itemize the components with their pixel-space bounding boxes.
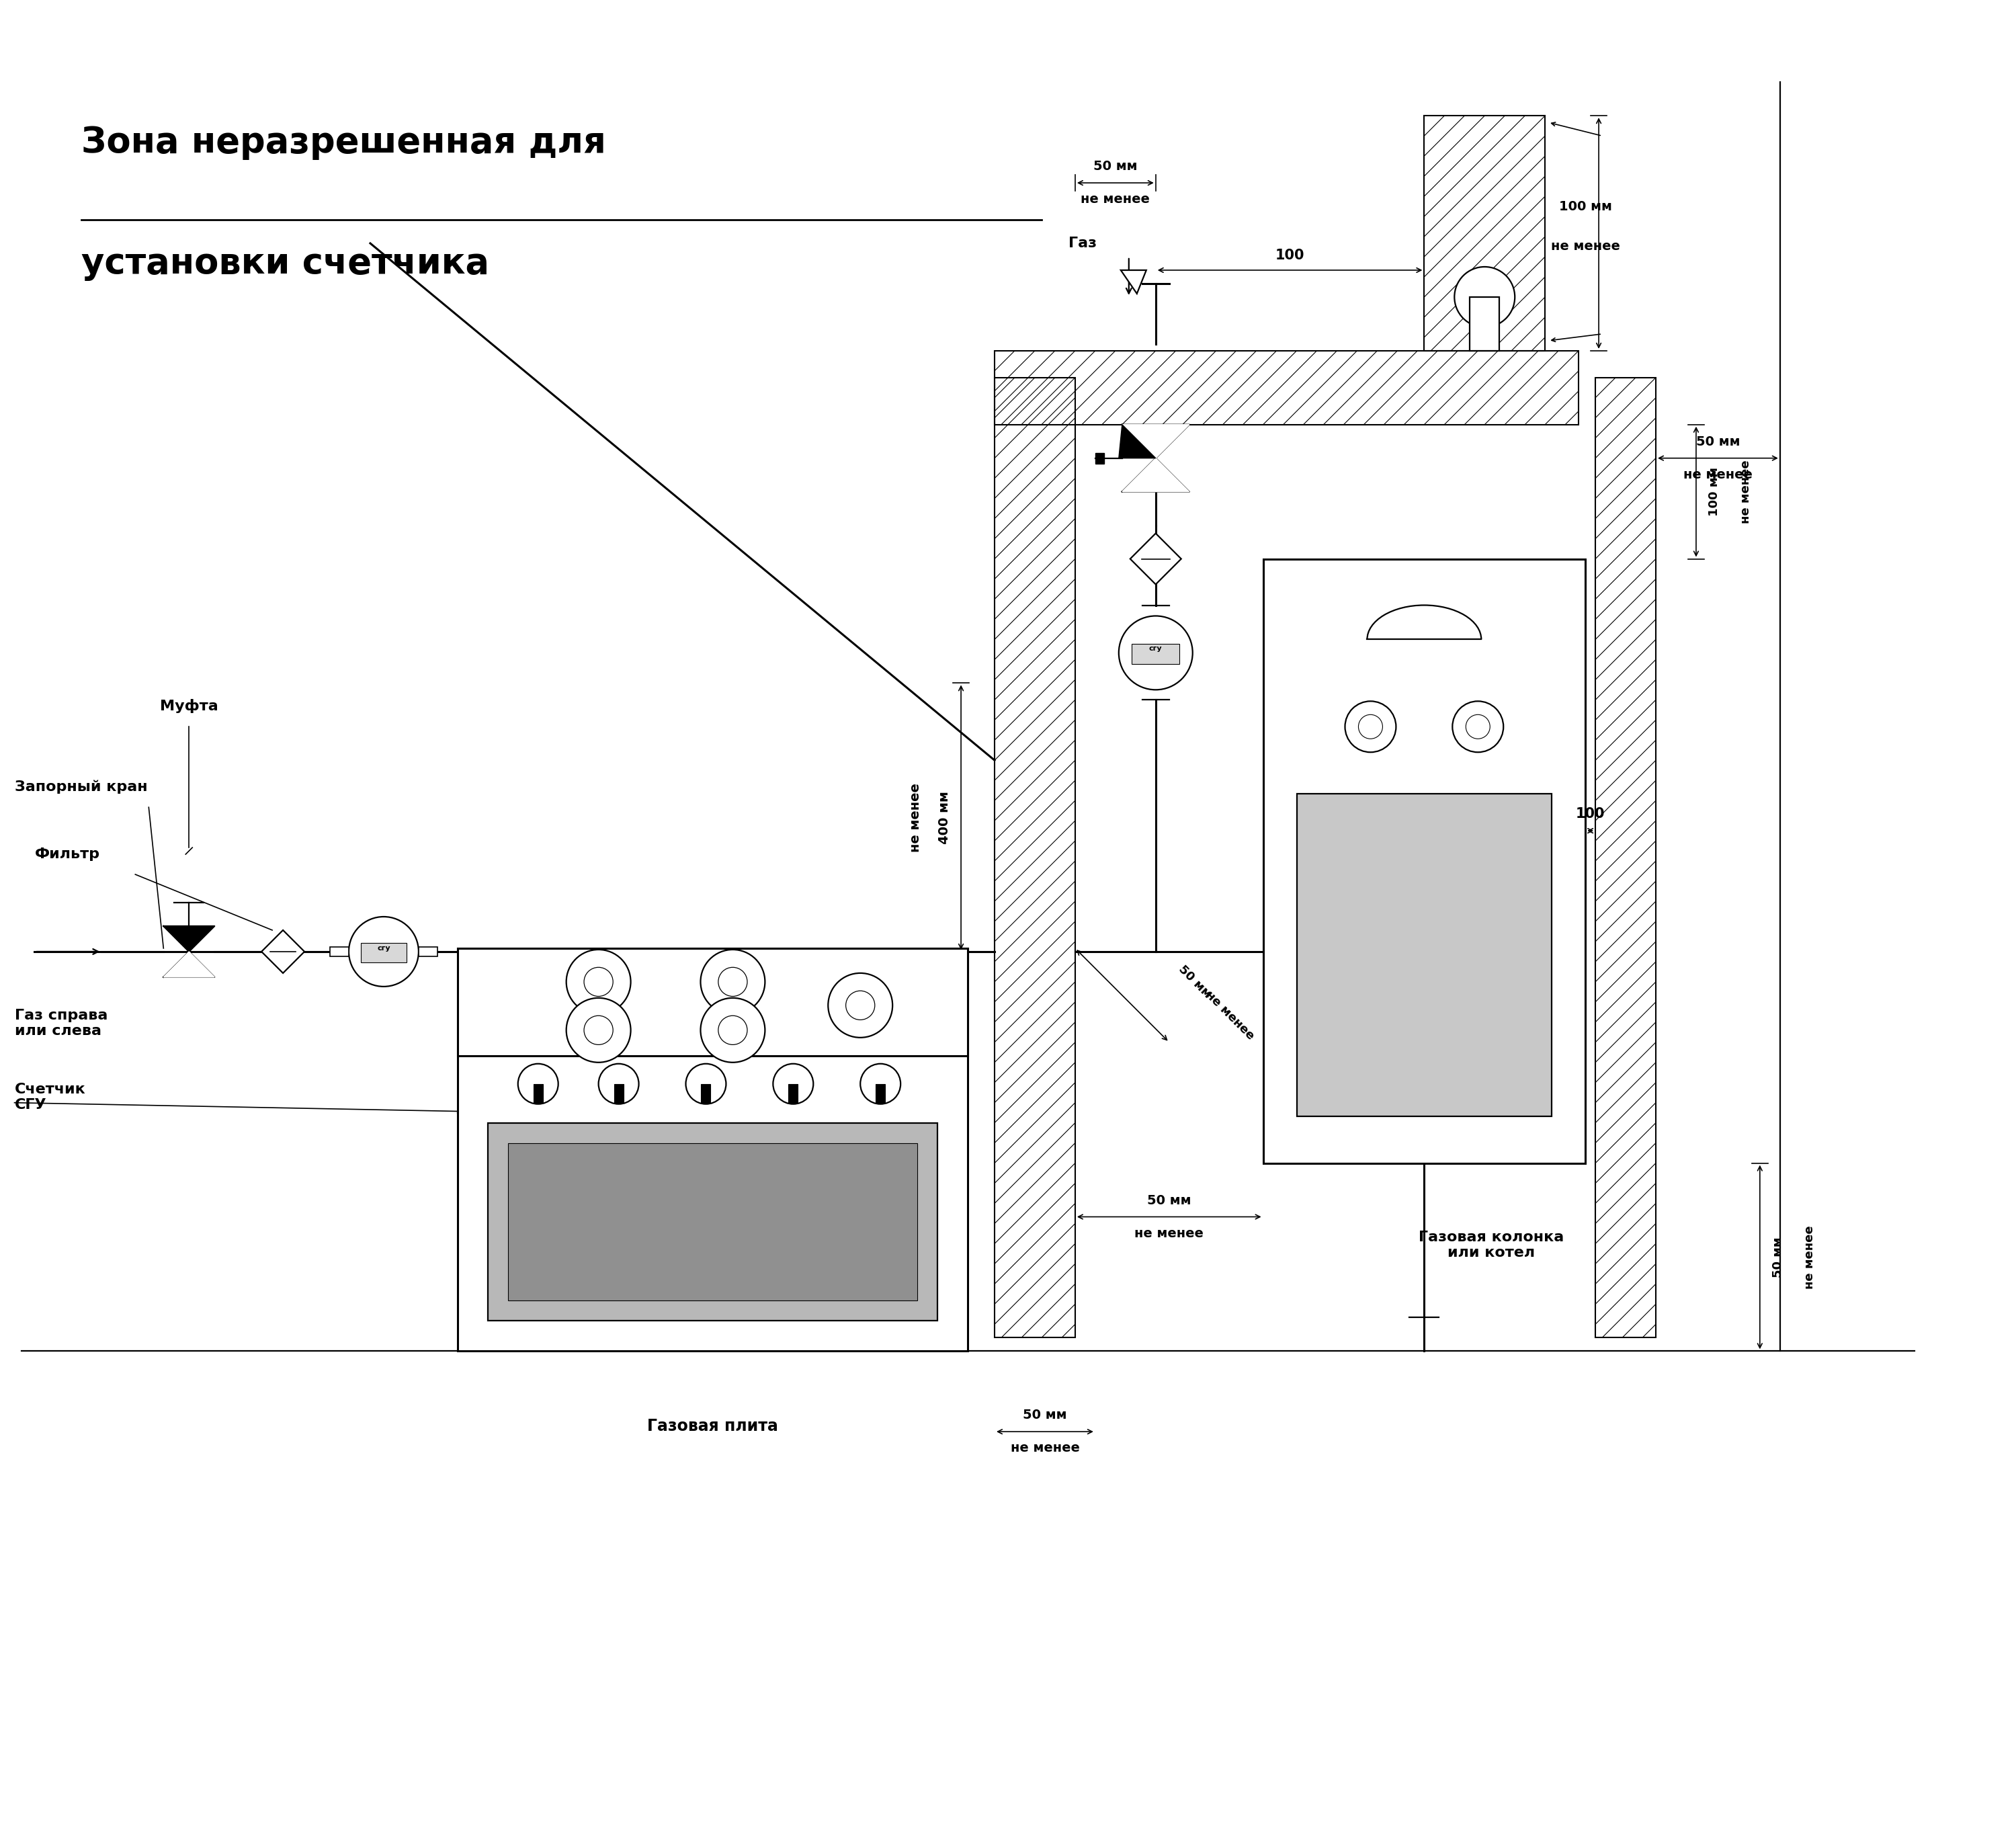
Text: 50 мм: 50 мм <box>1175 964 1214 1000</box>
Bar <box>534 1084 542 1102</box>
Bar <box>361 944 407 962</box>
Polygon shape <box>1123 457 1189 492</box>
Circle shape <box>1119 616 1193 691</box>
Text: не менее: не менее <box>1204 989 1256 1042</box>
Circle shape <box>566 949 631 1015</box>
Text: не менее: не менее <box>1135 1226 1204 1239</box>
Polygon shape <box>163 951 214 977</box>
Text: 100: 100 <box>1276 248 1304 262</box>
Circle shape <box>700 998 764 1062</box>
Polygon shape <box>1123 425 1189 457</box>
Bar <box>458 947 968 1055</box>
Bar <box>615 1084 623 1102</box>
Bar <box>1131 643 1179 663</box>
Polygon shape <box>262 931 304 973</box>
Text: 100: 100 <box>1577 807 1605 820</box>
Text: 50 мм: 50 мм <box>1022 1408 1066 1421</box>
Text: Газовая колонка
или котел: Газовая колонка или котел <box>1419 1230 1564 1259</box>
Bar <box>1095 454 1105 463</box>
Circle shape <box>861 1064 901 1104</box>
Text: не менее: не менее <box>1550 241 1621 253</box>
Text: 50 мм: 50 мм <box>1147 1193 1191 1206</box>
Circle shape <box>1359 714 1383 738</box>
Bar <box>1264 559 1585 1162</box>
Text: Запорный кран: Запорный кран <box>14 780 147 794</box>
Bar <box>1470 297 1500 350</box>
Text: Счетчик
СГУ: Счетчик СГУ <box>14 1082 85 1111</box>
Circle shape <box>566 998 631 1062</box>
Bar <box>419 947 437 957</box>
Bar <box>331 947 349 957</box>
Text: не менее: не менее <box>909 783 921 853</box>
Circle shape <box>599 1064 639 1104</box>
Text: не менее: не менее <box>1010 1441 1079 1454</box>
Text: Муфта: Муфта <box>159 700 218 712</box>
Bar <box>1423 117 1544 350</box>
Circle shape <box>829 973 893 1037</box>
Text: не менее: не менее <box>1081 193 1149 206</box>
Circle shape <box>772 1064 812 1104</box>
Bar <box>508 1142 917 1301</box>
Text: не менее: не менее <box>1740 459 1752 523</box>
Text: 400 мм: 400 мм <box>937 791 952 844</box>
Bar <box>1296 794 1552 1117</box>
Bar <box>788 1084 798 1102</box>
Polygon shape <box>1131 534 1181 585</box>
Text: Фильтр: Фильтр <box>34 847 99 862</box>
Bar <box>702 1084 710 1102</box>
Bar <box>458 947 968 1352</box>
Text: 100 мм: 100 мм <box>1558 200 1613 213</box>
Circle shape <box>518 1064 558 1104</box>
Bar <box>1595 377 1655 1337</box>
Circle shape <box>349 916 419 986</box>
Text: Газ: Газ <box>1068 237 1097 250</box>
Bar <box>994 350 1579 425</box>
Text: Зона неразрешенная для: Зона неразрешенная для <box>81 126 607 160</box>
Text: Газовая плита: Газовая плита <box>647 1418 778 1434</box>
Text: не менее: не менее <box>1683 468 1752 481</box>
Bar <box>875 1084 885 1102</box>
Text: сгу: сгу <box>377 946 391 951</box>
Circle shape <box>1466 714 1490 738</box>
Text: сгу: сгу <box>1149 645 1163 652</box>
Bar <box>488 1122 937 1321</box>
Text: 50 мм: 50 мм <box>1093 160 1137 173</box>
Circle shape <box>700 949 764 1015</box>
Polygon shape <box>1119 425 1155 457</box>
Text: 50 мм: 50 мм <box>1772 1237 1784 1277</box>
Polygon shape <box>1121 270 1147 293</box>
Text: 50 мм: 50 мм <box>1695 435 1740 448</box>
Bar <box>994 377 1075 1337</box>
Text: установки счетчика: установки счетчика <box>81 246 490 281</box>
Text: не менее: не менее <box>1804 1226 1816 1288</box>
Text: 100 мм: 100 мм <box>1708 466 1720 516</box>
Polygon shape <box>163 926 214 951</box>
Circle shape <box>685 1064 726 1104</box>
Circle shape <box>1454 266 1514 328</box>
Text: Газ справа
или слева: Газ справа или слева <box>14 1009 107 1039</box>
